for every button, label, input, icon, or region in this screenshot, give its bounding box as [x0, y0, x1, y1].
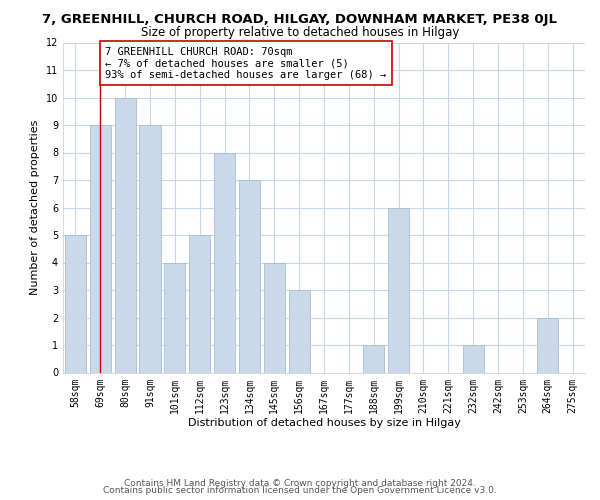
Bar — [189, 235, 210, 372]
Text: Size of property relative to detached houses in Hilgay: Size of property relative to detached ho… — [141, 26, 459, 39]
Bar — [463, 345, 484, 372]
X-axis label: Distribution of detached houses by size in Hilgay: Distribution of detached houses by size … — [188, 418, 460, 428]
Bar — [239, 180, 260, 372]
Bar — [214, 152, 235, 372]
Bar — [388, 208, 409, 372]
Y-axis label: Number of detached properties: Number of detached properties — [30, 120, 40, 295]
Bar — [537, 318, 558, 372]
Bar — [164, 262, 185, 372]
Bar — [289, 290, 310, 372]
Text: 7, GREENHILL, CHURCH ROAD, HILGAY, DOWNHAM MARKET, PE38 0JL: 7, GREENHILL, CHURCH ROAD, HILGAY, DOWNH… — [43, 12, 557, 26]
Bar — [65, 235, 86, 372]
Bar — [363, 345, 384, 372]
Bar — [264, 262, 285, 372]
Text: Contains public sector information licensed under the Open Government Licence v3: Contains public sector information licen… — [103, 486, 497, 495]
Text: Contains HM Land Registry data © Crown copyright and database right 2024.: Contains HM Land Registry data © Crown c… — [124, 478, 476, 488]
Bar — [90, 125, 111, 372]
Text: 7 GREENHILL CHURCH ROAD: 70sqm
← 7% of detached houses are smaller (5)
93% of se: 7 GREENHILL CHURCH ROAD: 70sqm ← 7% of d… — [105, 46, 386, 80]
Bar — [139, 125, 161, 372]
Bar — [115, 98, 136, 372]
